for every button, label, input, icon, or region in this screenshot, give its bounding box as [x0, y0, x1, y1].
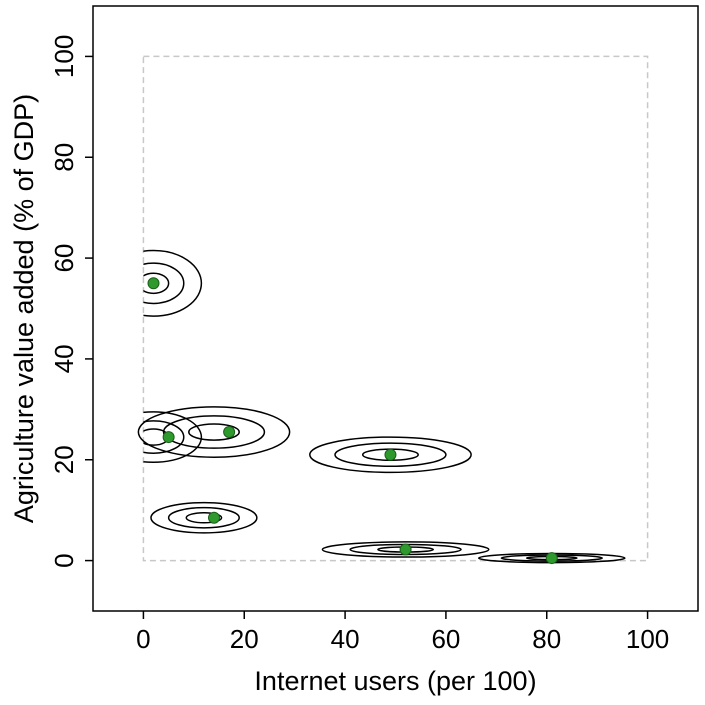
x-axis-label: Internet users (per 100)	[254, 666, 536, 696]
y-tick-label: 100	[49, 35, 79, 78]
reference-box	[142, 55, 649, 562]
contour-group	[150, 501, 258, 534]
x-tick-label: 40	[331, 624, 360, 654]
contour-line	[150, 501, 258, 534]
x-axis: 0 20 40 60 80 100	[136, 611, 669, 654]
x-tick-label: 20	[230, 624, 259, 654]
contour-line	[334, 442, 447, 468]
x-tick-label: 60	[431, 624, 460, 654]
contour-line	[188, 423, 240, 441]
contour-line	[162, 415, 266, 449]
y-axis: 0 20 40 60 80 100	[49, 35, 93, 568]
contour-line	[167, 506, 240, 529]
x-tick-label: 0	[136, 624, 150, 654]
y-axis-label: Agriculture value added (% of GDP)	[9, 94, 39, 523]
contour-line	[143, 249, 203, 317]
contour-line	[309, 436, 472, 474]
contour-line	[143, 262, 185, 305]
data-point	[384, 448, 397, 461]
data-point	[223, 426, 236, 439]
data-point	[162, 431, 175, 444]
contour-group	[137, 406, 291, 458]
data-point	[208, 511, 220, 524]
data-point	[147, 277, 160, 290]
contour-group	[143, 249, 203, 317]
y-tick-label: 20	[49, 445, 79, 474]
y-tick-label: 60	[49, 244, 79, 273]
plot-frame	[92, 5, 699, 612]
contour-line	[137, 406, 291, 458]
contour-line	[321, 541, 490, 558]
y-tick-label: 0	[49, 553, 79, 567]
contour-line	[143, 411, 203, 464]
point-layer	[147, 277, 558, 565]
contour-line	[185, 511, 223, 524]
contour-line	[143, 420, 185, 454]
contour-line	[143, 272, 170, 295]
data-point	[545, 552, 558, 565]
y-tick-label: 40	[49, 344, 79, 373]
x-tick-label: 80	[532, 624, 561, 654]
x-tick-label: 100	[626, 624, 669, 654]
data-point	[399, 543, 412, 556]
y-tick-label: 80	[49, 143, 79, 172]
